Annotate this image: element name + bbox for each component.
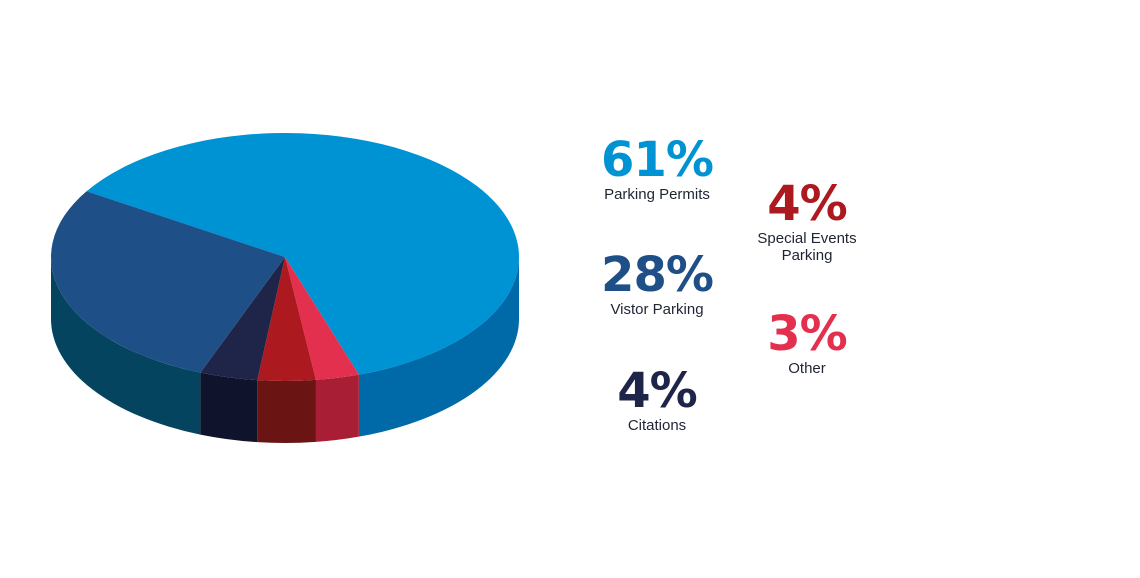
- legend-special-events-parking: 4% Special Events Parking: [707, 178, 907, 264]
- legend-label-parking-permits: Parking Permits: [604, 186, 710, 203]
- pie-side-other: [315, 374, 359, 442]
- pie-side-citations: [200, 372, 258, 443]
- legend-parking-permits: 61% Parking Permits: [557, 134, 757, 203]
- legend-label-special-events-parking: Special Events Parking: [757, 230, 857, 264]
- legend-value-visitor-parking: 28%: [601, 247, 714, 303]
- legend-citations: 4% Citations: [557, 365, 757, 434]
- legend-value-other: 3%: [767, 306, 848, 362]
- legend-other: 3% Other: [707, 308, 907, 377]
- legend-value-special-events-parking: 4%: [767, 176, 848, 232]
- legend-value-citations: 4%: [617, 363, 698, 419]
- legend-label-citations: Citations: [627, 417, 687, 434]
- legend-label-visitor-parking: Vistor Parking: [610, 301, 704, 318]
- legend-label-other: Other: [788, 360, 826, 377]
- pie-slice-citations: [200, 257, 285, 381]
- pie-side-parking-permits: [358, 257, 519, 437]
- pie-slice-parking-permits: [86, 132, 519, 375]
- pie-slice-other: [285, 257, 359, 380]
- legend-visitor-parking: 28% Vistor Parking: [557, 249, 757, 318]
- pie-slice-vistor-parking: [51, 191, 286, 373]
- pie-side-vistor-parking: [51, 257, 201, 435]
- pie-slice-special-events-parking: [257, 257, 316, 381]
- legend-value-parking-permits: 61%: [601, 132, 714, 188]
- pie-side-special-events-parking: [257, 379, 316, 443]
